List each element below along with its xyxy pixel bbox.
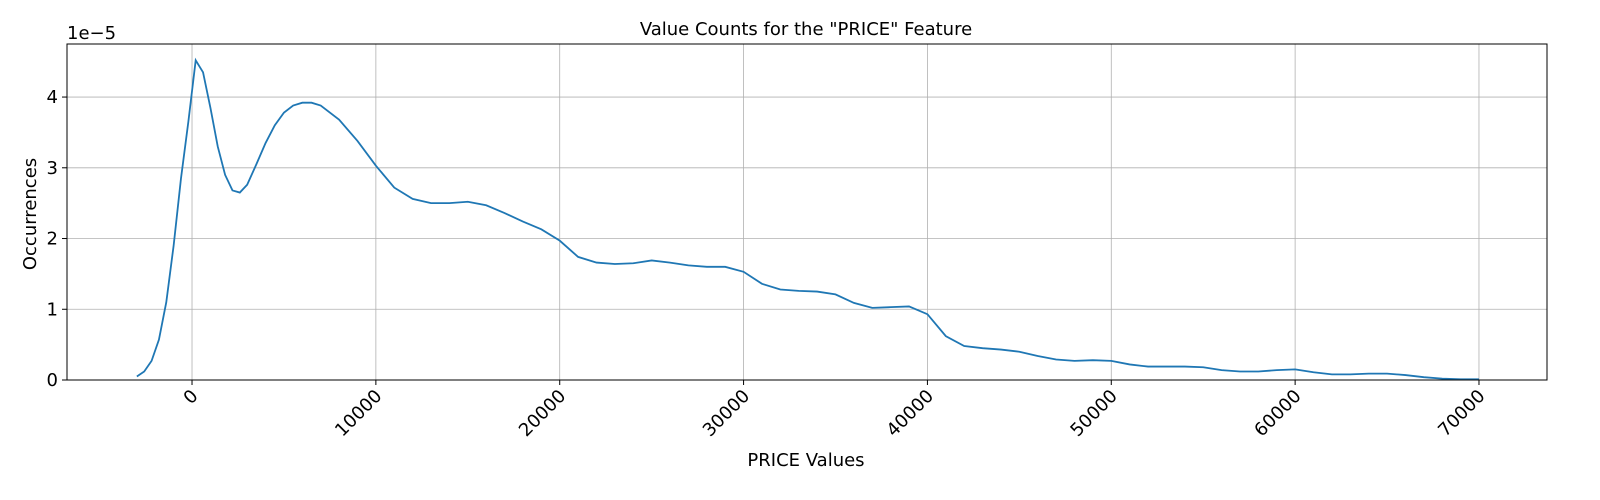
x-tick-label: 50000: [1066, 386, 1121, 441]
y-offset-label: 1e−5: [67, 23, 116, 44]
chart-title: Value Counts for the "PRICE" Feature: [640, 19, 972, 40]
y-tick-label: 3: [47, 158, 58, 179]
x-tick-label: 20000: [515, 386, 570, 441]
axis-ticks: 0 10000 20000 30000 40000 50000 60000 70000 0 1 2 3…: [47, 87, 1490, 441]
x-tick-label: 30000: [699, 386, 754, 441]
y-tick-label: 2: [47, 229, 58, 250]
series-line: [136, 57, 1479, 381]
y-tick-label: 1: [47, 299, 58, 320]
x-tick-label: 60000: [1250, 386, 1305, 441]
x-tick-label: 70000: [1434, 386, 1489, 441]
x-tick-label: 40000: [883, 386, 938, 441]
plot-frame: [66, 43, 1548, 381]
y-tick-label: 0: [47, 370, 58, 391]
y-axis-label: Occurrences: [20, 158, 41, 270]
grid: [67, 44, 1547, 381]
x-tick-label: 10000: [331, 386, 386, 441]
x-axis-label: PRICE Values: [747, 450, 864, 471]
x-tick-label: 0: [180, 386, 203, 409]
y-tick-label: 4: [47, 87, 58, 108]
